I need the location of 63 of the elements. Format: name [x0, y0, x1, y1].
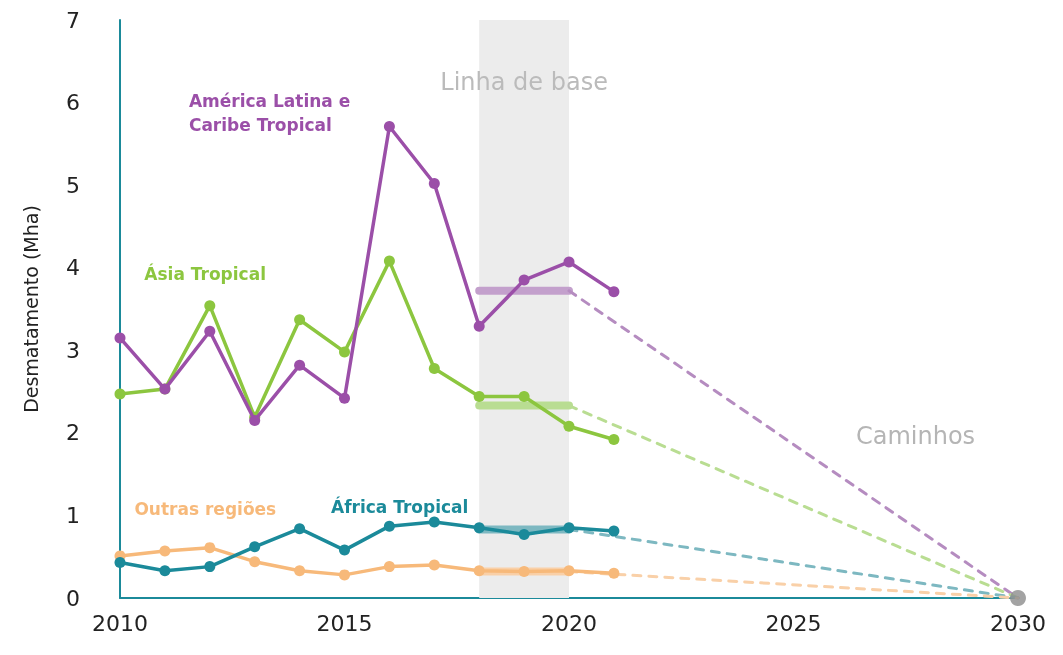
- point: [114, 557, 126, 568]
- point: [249, 556, 261, 568]
- y-tick-label: 5: [66, 172, 80, 198]
- point: [428, 516, 440, 528]
- x-tick-label: 2015: [316, 610, 373, 636]
- y-tick-label: 6: [66, 90, 80, 116]
- point: [428, 559, 440, 571]
- point: [518, 528, 530, 540]
- point: [473, 565, 485, 577]
- point: [339, 346, 350, 358]
- point: [518, 566, 530, 578]
- point: [608, 286, 620, 298]
- point: [608, 433, 620, 445]
- y-tick-label: 2: [66, 420, 80, 446]
- y-tick-label: 4: [66, 255, 80, 281]
- point: [563, 420, 575, 432]
- y-tick-label: 7: [66, 7, 80, 33]
- point: [294, 523, 306, 535]
- point: [339, 392, 350, 404]
- x-tick-label: 2025: [765, 610, 822, 636]
- x-tick-label: 2010: [92, 610, 148, 636]
- y-axis-title: Desmatamento (Mha): [19, 205, 42, 413]
- point: [204, 325, 216, 337]
- annotation: Caminhos: [856, 422, 976, 450]
- point: [608, 567, 620, 579]
- point: [518, 391, 530, 403]
- point: [339, 569, 350, 581]
- series-label: África Tropical: [331, 495, 469, 517]
- point: [473, 391, 485, 403]
- point: [114, 388, 126, 400]
- x-tick-label: 2020: [541, 610, 597, 636]
- point: [383, 561, 395, 573]
- point: [563, 565, 575, 577]
- y-tick-label: 0: [66, 585, 80, 611]
- point: [204, 542, 216, 554]
- point: [249, 541, 261, 553]
- point: [428, 362, 440, 374]
- point: [473, 320, 485, 332]
- point: [473, 522, 485, 534]
- point: [383, 520, 395, 532]
- y-tick-label: 1: [66, 502, 80, 528]
- point: [563, 522, 575, 534]
- point: [159, 565, 171, 577]
- point: [339, 544, 350, 556]
- y-tick-label: 3: [66, 337, 80, 363]
- point: [294, 314, 306, 326]
- point: [608, 525, 620, 537]
- text: América Latina e Caribe Tropical: [188, 91, 357, 136]
- point: [518, 274, 530, 286]
- point: [294, 359, 306, 371]
- x-tick-label: 2030: [990, 610, 1046, 636]
- point: [159, 545, 171, 557]
- point: [563, 256, 575, 268]
- series-label: Ásia Tropical: [144, 263, 266, 285]
- point: [428, 177, 440, 189]
- point: [383, 255, 395, 267]
- series-label: Outras regiões: [134, 499, 277, 520]
- point: [1010, 590, 1026, 606]
- point: [204, 300, 216, 312]
- point: [294, 565, 306, 577]
- point: [114, 332, 126, 344]
- point: [383, 121, 395, 133]
- point: [204, 561, 216, 573]
